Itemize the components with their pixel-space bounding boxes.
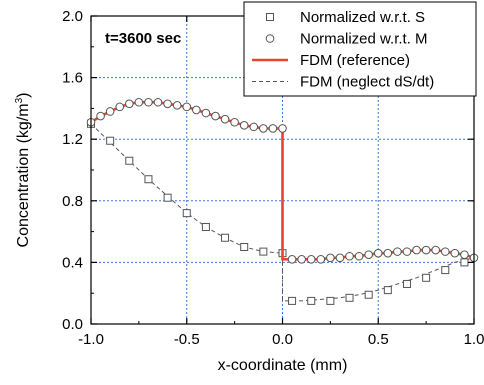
x-tick-label: 1.0 (464, 331, 484, 348)
data-point-circle (287, 255, 297, 264)
data-point-circle (450, 248, 460, 258)
data-point-circle (306, 255, 316, 264)
data-point-circle (440, 247, 450, 256)
data-point-circle (182, 102, 192, 112)
data-point-square (240, 243, 249, 251)
time-annotation: t=3600 sec (105, 30, 181, 47)
legend-entry-neglect: FDM (neglect dS/dt) (252, 74, 434, 91)
data-point-circle (230, 117, 239, 127)
data-point-circle (163, 99, 172, 109)
data-point-square (364, 290, 373, 299)
data-point-circle (172, 101, 182, 110)
legend: Normalized w.r.t. S Normalized w.r.t. M … (243, 1, 477, 97)
data-point-circle (393, 247, 402, 256)
legend-label-s: Normalized w.r.t. S (300, 9, 425, 26)
data-point-circle (268, 124, 278, 133)
data-point-circle (249, 122, 259, 132)
y-axis-title: Concentration (kg/m3) (14, 93, 32, 248)
data-point-circle (345, 251, 354, 261)
data-point-circle (125, 99, 134, 109)
data-point-square (307, 296, 316, 305)
data-point-square (201, 222, 210, 231)
data-point-circle (460, 250, 469, 259)
data-point-square (182, 209, 191, 218)
legend-box (243, 1, 477, 97)
data-point-circle (364, 250, 373, 259)
data-point-circle (431, 245, 441, 255)
data-point-square (326, 296, 335, 305)
y-tick-label: 1.6 (62, 70, 83, 87)
legend-square-icon (266, 13, 274, 21)
data-point-square (422, 273, 431, 282)
axis-ticks: -1.0 -0.5 0.0 0.5 1.0 0.0 0.4 0.8 1.2 1.6 2.0 (62, 8, 484, 348)
y-axis-title-main: Concentration (kg/m (15, 103, 32, 247)
data-point-circle (192, 105, 201, 115)
data-point-square (221, 233, 230, 242)
y-axis-title-superscript: 3 (14, 97, 25, 103)
data-point-circle (335, 253, 345, 263)
y-axis-title-close: ) (15, 93, 32, 98)
data-point-square (345, 293, 354, 302)
series-layer (86, 97, 479, 305)
legend-circle-marker (265, 34, 275, 43)
data-point-square (288, 296, 297, 305)
legend-entry-reference: FDM (reference) (252, 52, 410, 69)
y-tick-label: 0.8 (62, 193, 83, 210)
data-point-square (460, 258, 469, 267)
data-point-square (144, 175, 153, 184)
y-tick-label: 1.2 (62, 131, 83, 148)
data-point-circle (239, 121, 249, 130)
data-point-circle (326, 253, 335, 263)
y-tick-label: 0.4 (62, 254, 83, 271)
data-point-circle (383, 248, 393, 258)
legend-entry-s: Normalized w.r.t. S (266, 9, 425, 26)
data-point-square (259, 247, 268, 256)
data-point-circle (201, 108, 211, 118)
legend-label-neglect: FDM (neglect dS/dt) (300, 74, 434, 91)
data-point-circle (134, 97, 144, 107)
data-point-circle (144, 97, 153, 107)
data-point-circle (412, 245, 421, 255)
legend-label-m: Normalized w.r.t. M (300, 31, 428, 48)
legend-circle-icon (265, 34, 275, 43)
legend-entry-m: Normalized w.r.t. M (265, 31, 428, 48)
data-point-circle (96, 111, 105, 121)
series-line-fdm-neglect (90, 123, 475, 302)
data-point-square (441, 266, 450, 275)
data-point-circle (316, 255, 326, 264)
data-point-square (163, 193, 172, 202)
data-point-square (402, 279, 411, 288)
x-tick-label: 0.0 (272, 331, 293, 348)
data-point-circle (402, 247, 412, 256)
data-point-circle (259, 124, 268, 133)
x-tick-label: -1.0 (78, 331, 104, 348)
data-point-circle (373, 248, 383, 258)
data-point-circle (115, 102, 125, 112)
data-point-circle (278, 124, 287, 133)
data-point-circle (220, 114, 230, 124)
data-point-circle (153, 97, 163, 107)
x-tick-label: 0.5 (368, 331, 389, 348)
data-point-circle (421, 245, 431, 255)
y-tick-label: 0.0 (62, 316, 83, 333)
data-point-circle (354, 251, 364, 261)
data-point-square (125, 156, 134, 165)
legend-square-marker (266, 13, 274, 21)
legend-label-reference: FDM (reference) (300, 52, 410, 69)
data-point-circle (297, 255, 306, 264)
x-tick-label: -0.5 (174, 331, 200, 348)
data-point-square (106, 136, 115, 145)
y-tick-label: 2.0 (62, 8, 83, 25)
data-point-square (383, 286, 392, 295)
x-axis-title: x-coordinate (mm) (218, 357, 348, 374)
data-point-circle (105, 107, 115, 116)
data-point-circle (211, 111, 220, 121)
